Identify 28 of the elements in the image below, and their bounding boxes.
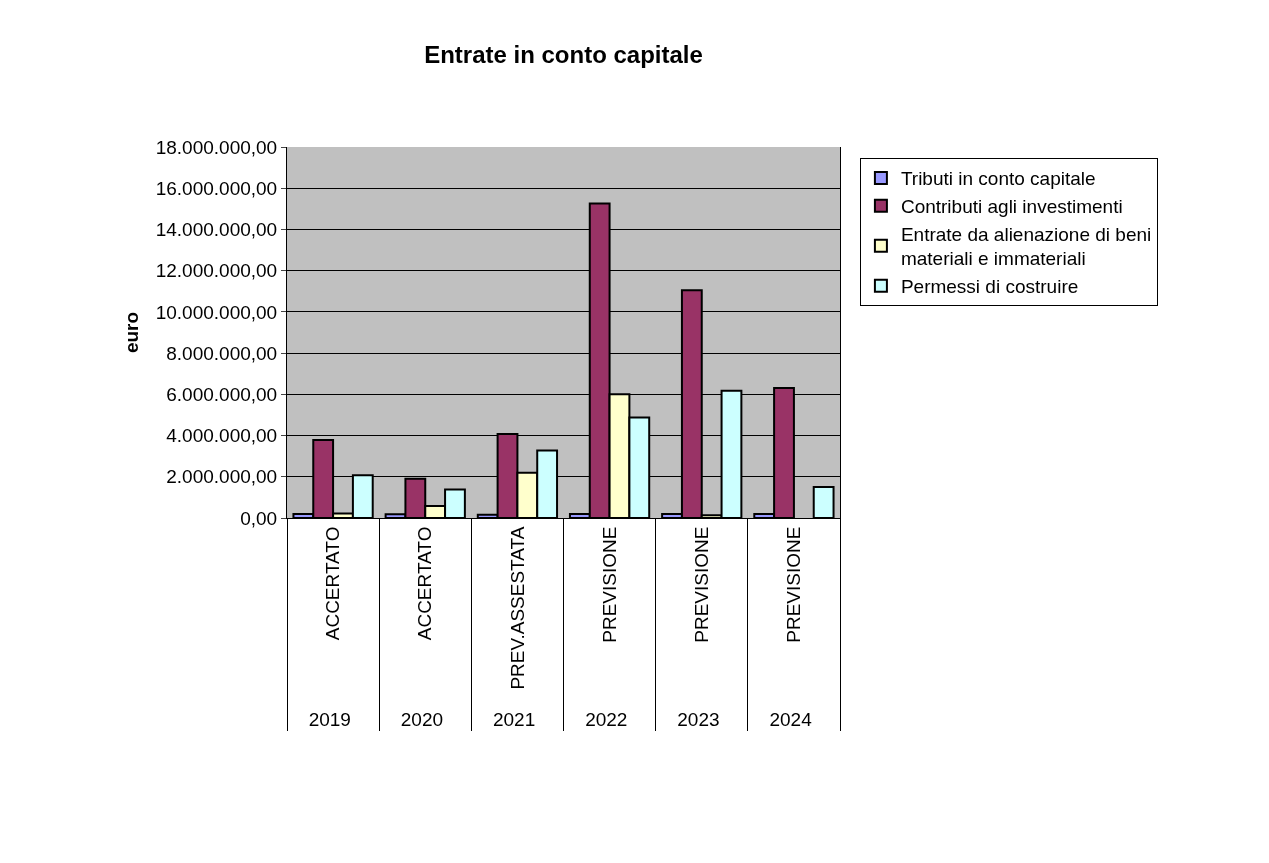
y-tick-label: 6.000.000,00: [166, 383, 278, 405]
category-label: 2019: [308, 709, 351, 731]
y-axis-title: euro: [120, 311, 142, 354]
category-label: PREVISIONE: [690, 526, 712, 643]
category-label: 2021: [492, 709, 536, 731]
y-tick-label: 4.000.000,00: [166, 425, 278, 447]
y-tick-label: 2.000.000,00: [166, 466, 278, 488]
legend-label: Contributi agli investimenti: [900, 196, 1123, 218]
y-tick-label: 18.000.000,00: [155, 136, 278, 158]
category-label: PREVISIONE: [598, 526, 620, 643]
chart-title: Entrate in conto capitale: [424, 41, 703, 69]
y-tick-label: 14.000.000,00: [155, 219, 278, 241]
category-label: ACCERTATO: [414, 526, 436, 641]
category-label: 2020: [400, 709, 444, 731]
legend-label: Tributi in conto capitale: [900, 168, 1096, 190]
category-label: 2023: [677, 709, 720, 731]
y-tick-label: 8.000.000,00: [166, 342, 278, 364]
y-tick-label: 16.000.000,00: [155, 177, 278, 199]
y-tick-label: 10.000.000,00: [155, 301, 278, 323]
category-label: PREVISIONE: [783, 526, 805, 643]
category-label: ACCERTATO: [322, 526, 344, 641]
category-label: 2022: [585, 709, 628, 731]
y-tick-label: 12.000.000,00: [155, 260, 278, 282]
legend-label: Permessi di costruire: [900, 276, 1079, 298]
y-tick-label: 0,00: [240, 507, 278, 529]
category-label: PREV.ASSESTATA: [506, 526, 528, 690]
legend-label: Entrate da alienazione di beni materiali e immateriali: [900, 223, 1152, 270]
category-label: 2024: [769, 709, 812, 731]
